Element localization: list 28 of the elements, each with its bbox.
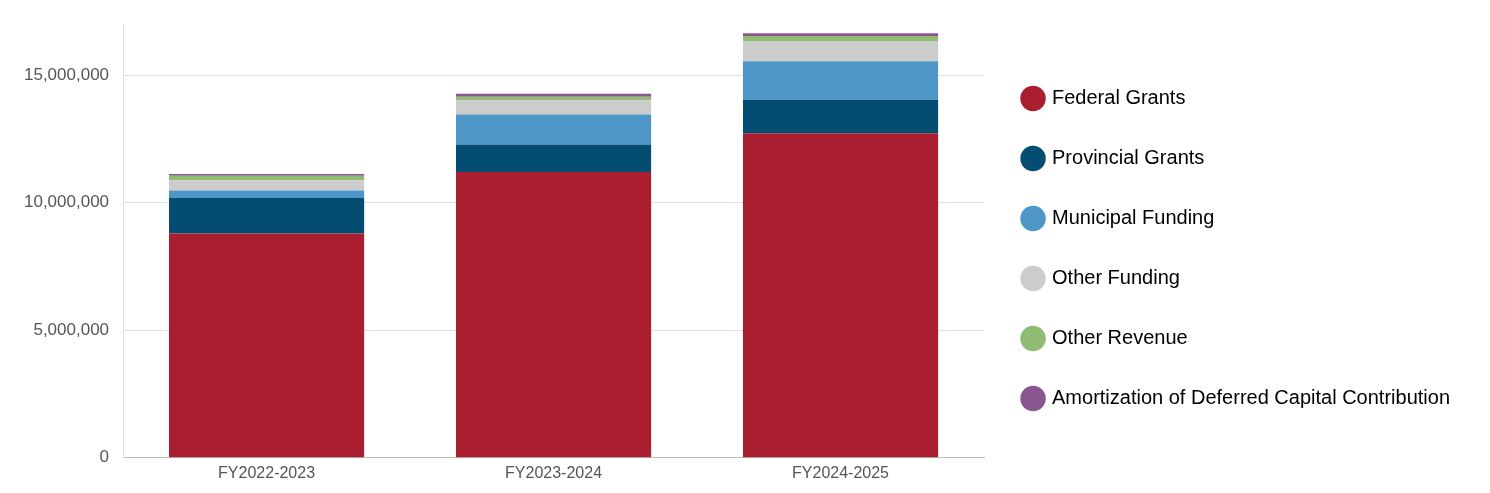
y-tick-label: 0 [99, 447, 110, 467]
bar [169, 180, 365, 191]
y-tick-label: 10,000,000 [23, 192, 110, 212]
bar [455, 114, 652, 145]
legend-label: Other Revenue [1052, 326, 1188, 349]
x-tick-label: FY2024-2025 [792, 463, 890, 481]
bar [169, 190, 365, 198]
x-tick-label: FY2023-2024 [505, 463, 603, 481]
legend-label: Other Funding [1052, 266, 1180, 289]
y-tick-label: 5,000,000 [33, 319, 110, 339]
bar [455, 93, 652, 97]
bar [742, 133, 939, 458]
bar [169, 233, 365, 458]
legend-label: Municipal Funding [1052, 206, 1215, 229]
bar [742, 33, 939, 36]
legend-label: Amortization of Deferred Capital Contribution [1052, 386, 1450, 409]
y-tick-label: 15,000,000 [23, 64, 110, 84]
legend-label: Provincial Grants [1052, 146, 1205, 169]
bar [742, 35, 939, 42]
bar [455, 100, 652, 115]
bar [742, 61, 939, 100]
bar [455, 144, 652, 172]
x-tick-label: FY2022-2023 [218, 463, 316, 481]
bar [169, 197, 365, 234]
legend-label: Federal Grants [1052, 86, 1186, 109]
bar [742, 99, 939, 134]
bar [455, 171, 652, 458]
bar [742, 41, 939, 62]
